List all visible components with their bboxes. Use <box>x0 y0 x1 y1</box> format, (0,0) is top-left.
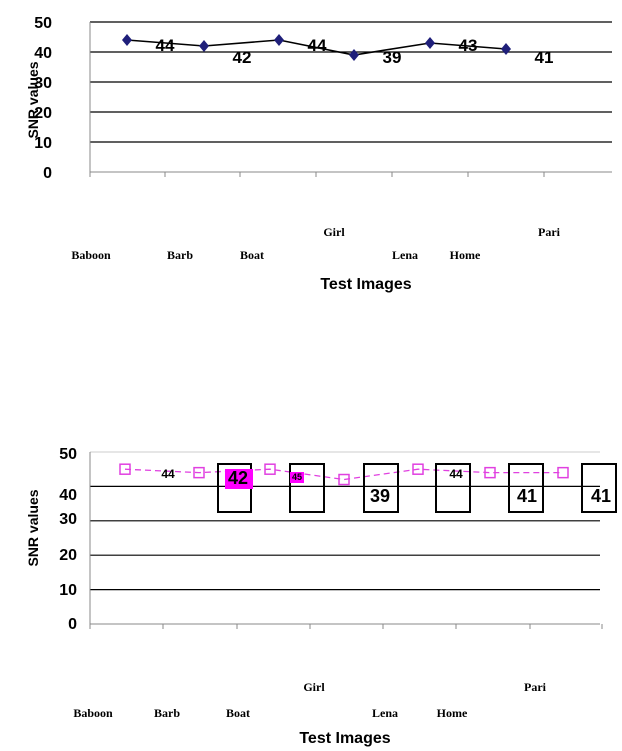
data-point-marker <box>425 37 435 49</box>
data-label: 45 <box>292 472 302 482</box>
data-point-marker <box>264 463 276 475</box>
data-point-marker <box>412 463 424 475</box>
x-category-label: Baboon <box>71 248 111 262</box>
y-tick-label: 10 <box>34 135 52 152</box>
data-label: 43 <box>459 36 478 55</box>
data-label: 41 <box>591 486 611 506</box>
series-line <box>126 39 507 56</box>
x-axis-title: Test Images <box>320 276 411 293</box>
data-point-marker <box>193 466 205 479</box>
data-label: 42 <box>233 48 252 67</box>
y-axis-title: SNR values <box>25 61 41 138</box>
data-label-box <box>508 463 544 513</box>
x-category-label: Girl <box>323 225 345 239</box>
y-tick-label: 30 <box>59 511 77 528</box>
x-category-label: Home <box>450 248 481 262</box>
y-tick-label: 50 <box>34 15 52 32</box>
snr-line-chart-top: 0 10 20 30 40 50 SNR values 44 42 44 39 43 41 Baboon B… <box>25 15 612 293</box>
x-category-label: Pari <box>538 225 561 239</box>
y-tick-label: 40 <box>34 45 52 62</box>
x-category-label: Barb <box>167 248 193 262</box>
data-label-box <box>435 463 471 513</box>
y-axis-title: SNR values <box>25 489 41 566</box>
x-category-label: Pari <box>524 680 547 694</box>
data-label: 44 <box>308 36 327 55</box>
data-label: 42 <box>228 468 248 488</box>
y-tick-label: 10 <box>59 582 77 599</box>
data-point-marker <box>557 466 569 479</box>
x-category-label: Boat <box>226 706 250 720</box>
data-point-marker <box>349 49 359 61</box>
data-label-box <box>581 463 617 513</box>
y-tick-label: 0 <box>68 616 77 633</box>
data-point-marker <box>338 473 350 486</box>
x-category-label: Lena <box>392 248 418 262</box>
data-point-marker <box>484 466 496 479</box>
series-line <box>124 468 563 481</box>
x-category-label: Lena <box>372 706 398 720</box>
label-highlight <box>290 472 304 483</box>
data-label: 39 <box>383 48 402 67</box>
data-point-marker <box>199 40 209 52</box>
y-tick-label: 20 <box>59 547 77 564</box>
data-point-marker <box>274 34 284 46</box>
data-point-marker <box>122 34 132 46</box>
y-tick-label: 30 <box>34 75 52 92</box>
data-label: 44 <box>449 467 463 481</box>
x-category-label: Home <box>437 706 468 720</box>
data-label: 44 <box>161 467 175 481</box>
data-label-box <box>289 463 325 513</box>
y-tick-label: 40 <box>59 487 77 504</box>
y-tick-label: 0 <box>43 165 52 182</box>
label-highlight <box>225 469 253 489</box>
x-category-label: Girl <box>303 680 325 694</box>
y-tick-label: 20 <box>34 105 52 122</box>
data-point-marker <box>119 463 131 475</box>
x-category-label: Baboon <box>73 706 113 720</box>
x-axis-title: Test Images <box>299 730 390 747</box>
data-label: 44 <box>156 36 175 55</box>
data-label-box <box>363 463 399 513</box>
x-category-label: Boat <box>240 248 264 262</box>
x-category-label: Barb <box>154 706 180 720</box>
data-label: 41 <box>517 486 537 506</box>
data-label: 39 <box>370 486 390 506</box>
y-tick-label: 50 <box>59 446 77 463</box>
data-label: 41 <box>535 48 554 67</box>
data-point-marker <box>501 43 511 55</box>
